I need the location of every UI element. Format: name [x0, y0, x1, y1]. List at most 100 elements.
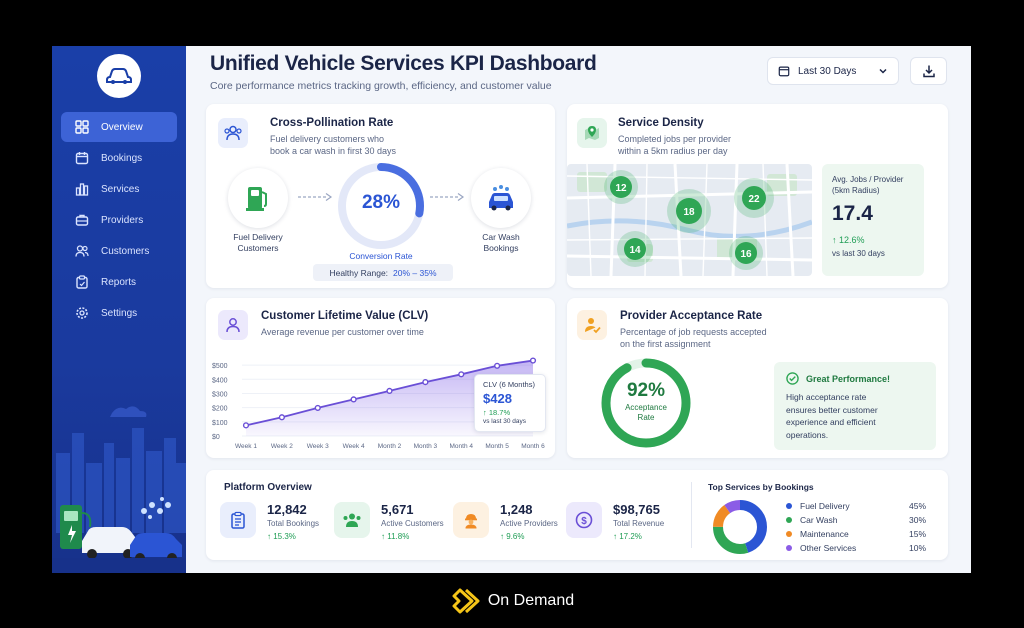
stat-total-revenue: $ $98,765 Total Revenue ↑ 17.2%	[566, 502, 664, 541]
sidebar-item-bookings[interactable]: Bookings	[61, 143, 177, 173]
card-icon	[218, 310, 248, 340]
car-logo-icon	[106, 68, 132, 84]
label-line: Fuel Delivery	[233, 232, 283, 242]
callout-title: Great Performance!	[806, 373, 891, 384]
x-tick-label: Week 1	[235, 443, 257, 450]
healthy-range-value: 20% – 35%	[393, 267, 437, 278]
stat-icon-box	[220, 502, 256, 538]
grid-icon	[75, 120, 89, 134]
worker-icon	[465, 514, 477, 529]
sidebar-item-label: Settings	[101, 307, 138, 319]
map-pin-icon	[585, 126, 599, 140]
x-tick-label: Week 4	[343, 443, 365, 450]
legend-label: Maintenance	[800, 529, 849, 539]
tooltip-label: CLV (6 Months)	[483, 380, 535, 389]
card-title: Customer Lifetime Value (CLV)	[261, 310, 429, 322]
clipboard-icon	[76, 275, 88, 289]
card-icon	[577, 118, 607, 148]
brand-name: On Demand	[487, 591, 575, 609]
download-icon	[922, 65, 935, 78]
callout-line: experience and efficient	[786, 417, 876, 427]
main-content: Unified Vehicle Services KPI Dashboard C…	[186, 46, 971, 573]
label-line: Bookings	[483, 243, 519, 253]
stat-active-customers: 5,671 Active Customers ↑ 11.8%	[334, 502, 444, 541]
sidebar-item-label: Customers	[101, 245, 150, 257]
fuel-pump-icon	[246, 187, 267, 211]
avg-jobs-change-label: vs last 30 days	[832, 249, 885, 258]
date-range-select[interactable]: Last 30 Days	[767, 57, 899, 85]
stat-label: Active Providers	[500, 519, 558, 528]
legend-label: Other Services	[800, 543, 857, 553]
sidebar-item-overview[interactable]: Overview	[61, 112, 177, 142]
sidebar-item-services[interactable]: Services	[61, 174, 177, 204]
y-tick-label: $500	[212, 363, 228, 370]
x-tick-label: Month 2	[378, 443, 402, 450]
donut-slice[interactable]	[713, 500, 767, 554]
x-tick-label: Month 6	[521, 443, 545, 450]
density-cluster-marker[interactable]: 12	[604, 170, 638, 204]
users-icon	[343, 513, 361, 527]
subtitle-line: Percentage of job requests accepted	[620, 327, 767, 337]
card-title: Provider Acceptance Rate	[620, 310, 763, 322]
healthy-range-label: Healthy Range:	[329, 267, 389, 278]
calendar-icon	[75, 152, 89, 165]
provider-check-icon	[585, 318, 601, 334]
sidebar-item-settings[interactable]: Settings	[61, 298, 177, 328]
clv-data-point	[314, 404, 321, 412]
date-range-label: Last 30 Days	[798, 65, 857, 77]
density-cluster-marker[interactable]: 14	[617, 231, 653, 267]
legend-value: 30%	[908, 515, 926, 525]
service-density-card: Service Density Completed jobs per provi…	[567, 104, 948, 288]
clv-data-point	[386, 387, 393, 395]
stat-change: ↑ 9.6%	[500, 532, 525, 541]
sidebar-nav: Overview Bookings Services Providers Cus…	[61, 112, 177, 329]
conversion-rate-value: 28%	[361, 192, 401, 213]
clv-data-point	[278, 414, 285, 421]
subtitle-line: Completed jobs per provider	[618, 134, 732, 144]
subtitle-line: within a 5km radius per day	[618, 146, 728, 156]
app-logo[interactable]	[97, 54, 141, 98]
density-cluster-marker[interactable]: 16	[729, 236, 763, 270]
x-tick-label: Month 4	[450, 443, 474, 450]
legend-item: Fuel Delivery 45%	[786, 499, 926, 513]
fuel-delivery-node	[228, 168, 288, 228]
density-cluster-marker[interactable]: 22	[734, 178, 774, 218]
donut-slice[interactable]	[713, 500, 767, 554]
page-title: Unified Vehicle Services KPI Dashboard	[210, 52, 597, 75]
clipboard-list-icon	[231, 511, 245, 529]
stat-value: $98,765	[613, 502, 660, 517]
change-value: 18.7%	[488, 408, 511, 417]
download-button[interactable]	[910, 57, 947, 85]
label-line: (5km Radius)	[832, 186, 880, 195]
flow-arrow-icon	[430, 193, 465, 201]
label-line: Customers	[237, 243, 279, 253]
stat-icon-box	[453, 502, 489, 538]
fuel-delivery-label: Fuel Delivery Customers	[212, 232, 304, 254]
svg-text:$: $	[581, 516, 587, 527]
card-title: Service Density	[618, 117, 704, 129]
top-services-title: Top Services by Bookings	[708, 482, 814, 492]
sidebar-item-providers[interactable]: Providers	[61, 205, 177, 235]
cluster-count: 14	[629, 245, 641, 256]
bar-chart-icon	[75, 183, 89, 196]
density-cluster-marker[interactable]: 18	[667, 189, 711, 233]
clv-card: Customer Lifetime Value (CLV) Average re…	[206, 298, 555, 458]
x-tick-label: Week 3	[307, 443, 329, 450]
gear-icon	[76, 307, 88, 319]
density-map[interactable]: 12 18 22 14 16	[567, 164, 812, 276]
legend-value: 45%	[908, 501, 926, 511]
subtitle-line: Fuel delivery customers who	[270, 134, 385, 144]
performance-callout: Great Performance! High acceptance rate …	[774, 362, 936, 450]
stat-label: Total Revenue	[613, 519, 665, 528]
sidebar-item-customers[interactable]: Customers	[61, 236, 177, 266]
change-value: 9.6%	[506, 532, 525, 541]
change-value: 11.8%	[387, 532, 410, 541]
legend-label: Car Wash	[800, 515, 838, 525]
legend-dot	[786, 517, 792, 523]
top-services-donut-chart[interactable]	[710, 497, 770, 557]
stat-active-providers: 1,248 Active Providers ↑ 9.6%	[453, 502, 558, 541]
sidebar-item-reports[interactable]: Reports	[61, 267, 177, 297]
flow-arrow-icon	[298, 193, 333, 201]
calendar-icon	[778, 66, 790, 77]
change-value: 17.2%	[619, 532, 642, 541]
